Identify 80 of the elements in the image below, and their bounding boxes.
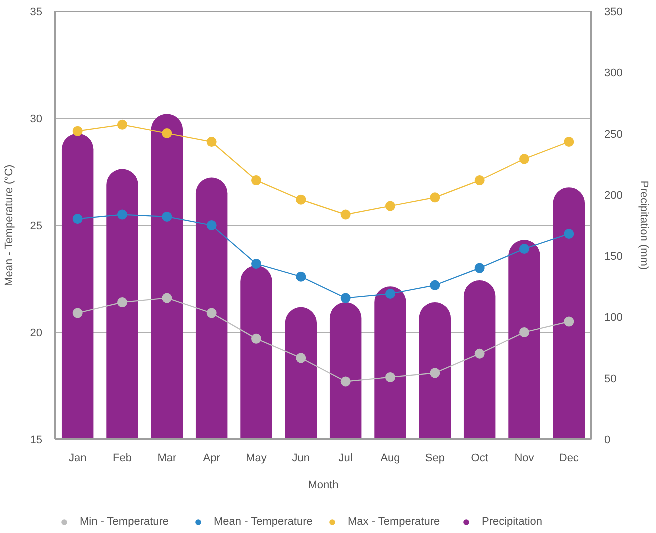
bar bbox=[508, 240, 540, 440]
point bbox=[340, 210, 351, 220]
point bbox=[206, 308, 217, 318]
x-tick-label: Mar bbox=[158, 452, 177, 464]
point bbox=[206, 137, 217, 148]
legend-label: Min - Temperature bbox=[80, 516, 170, 528]
y2-tick-label: 250 bbox=[604, 128, 623, 141]
point bbox=[474, 348, 485, 359]
point bbox=[72, 308, 83, 318]
bar bbox=[464, 280, 496, 440]
point bbox=[430, 368, 440, 378]
y-tick-label: 20 bbox=[30, 328, 43, 340]
bar bbox=[285, 307, 318, 440]
x-tick-label: Oct bbox=[471, 452, 488, 464]
y2-axis-title: Precipitation (mm) bbox=[638, 180, 650, 270]
point bbox=[474, 176, 485, 186]
point bbox=[564, 316, 574, 327]
x-tick-label: Apr bbox=[203, 452, 221, 464]
point bbox=[252, 176, 262, 186]
point bbox=[118, 210, 128, 220]
point bbox=[162, 212, 172, 222]
y-tick-label: 35 bbox=[30, 6, 43, 18]
bar bbox=[330, 302, 362, 440]
point bbox=[72, 126, 83, 136]
y2-tick-label: 150 bbox=[604, 251, 623, 264]
point bbox=[118, 120, 128, 130]
point bbox=[386, 372, 396, 382]
point bbox=[430, 192, 440, 203]
point bbox=[296, 353, 306, 364]
point bbox=[252, 259, 262, 270]
point bbox=[520, 328, 530, 338]
point bbox=[162, 128, 172, 138]
point bbox=[340, 376, 351, 387]
bar bbox=[419, 302, 452, 440]
y2-tick-label: 350 bbox=[604, 6, 623, 18]
x-tick-label: Feb bbox=[113, 452, 132, 464]
bar bbox=[196, 178, 228, 440]
point bbox=[252, 334, 262, 344]
point bbox=[118, 298, 128, 308]
bar bbox=[151, 114, 184, 440]
x-tick-label: Jan bbox=[68, 452, 87, 464]
point bbox=[386, 201, 396, 212]
point bbox=[72, 214, 83, 224]
point bbox=[474, 263, 485, 274]
y2-tick-label: 200 bbox=[604, 190, 623, 202]
y2-tick-label: 0 bbox=[604, 434, 611, 446]
point bbox=[296, 194, 306, 205]
point bbox=[564, 137, 574, 148]
point bbox=[520, 154, 530, 164]
x-axis-title: Month bbox=[308, 480, 339, 492]
x-tick-label: May bbox=[246, 452, 268, 464]
bar bbox=[106, 169, 138, 440]
point bbox=[520, 244, 530, 254]
legend-label: Mean - Temperature bbox=[214, 516, 314, 528]
point bbox=[564, 229, 574, 240]
point bbox=[430, 280, 440, 290]
y2-tick-label: 50 bbox=[604, 373, 617, 386]
x-tick-label: Dec bbox=[559, 452, 580, 464]
bar bbox=[240, 266, 272, 440]
legend-label: Max - Temperature bbox=[348, 516, 442, 528]
point bbox=[386, 288, 396, 299]
bar bbox=[553, 188, 586, 440]
point bbox=[340, 293, 351, 304]
point bbox=[206, 220, 217, 230]
bar bbox=[62, 134, 94, 440]
y-tick-label: 30 bbox=[30, 114, 43, 126]
x-tick-label: Sep bbox=[425, 452, 445, 464]
y2-tick-label: 300 bbox=[604, 68, 623, 80]
legend-label: Precipitation bbox=[482, 516, 544, 528]
x-tick-label: Jun bbox=[292, 452, 310, 464]
bar bbox=[374, 286, 406, 440]
x-tick-label: Aug bbox=[380, 452, 400, 464]
point bbox=[296, 272, 306, 282]
x-tick-label: Nov bbox=[514, 452, 535, 464]
y-tick-label: 15 bbox=[30, 434, 43, 446]
y2-tick-label: 100 bbox=[604, 312, 623, 324]
y-tick-label: 25 bbox=[30, 220, 43, 232]
y-axis-title: Mean - Temperature (°C) bbox=[3, 164, 16, 286]
point bbox=[162, 293, 172, 304]
x-tick-label: Jul bbox=[338, 452, 353, 464]
